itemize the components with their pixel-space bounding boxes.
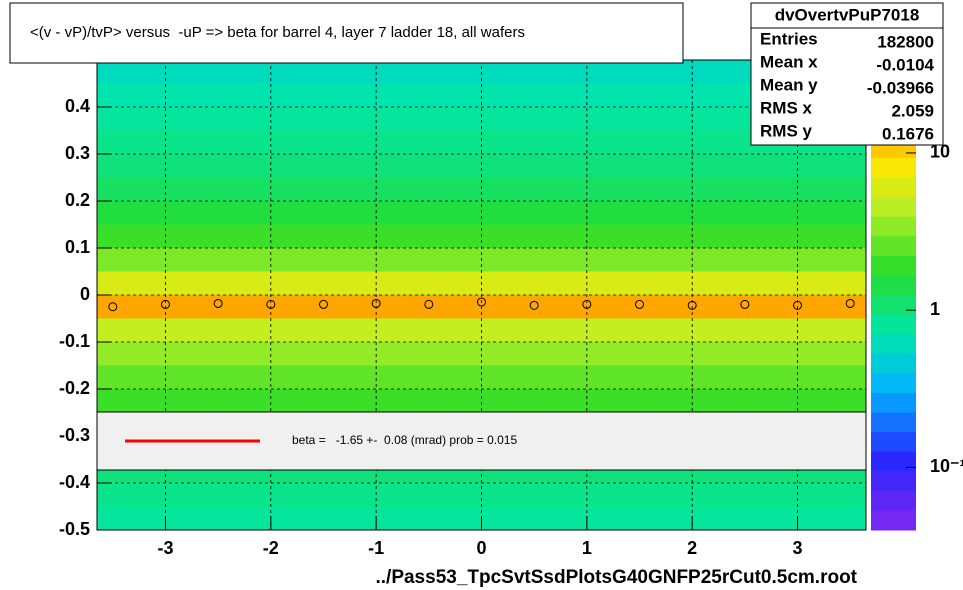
y-tick-label: -0.2: [59, 378, 90, 398]
x-tick-label: -2: [263, 538, 279, 558]
profile-point: [529, 300, 539, 310]
color-swatch: [871, 432, 916, 453]
stats-value: 182800: [877, 32, 934, 51]
y-tick-label: -0.4: [59, 472, 90, 492]
color-swatch: [871, 177, 916, 198]
heat-band: [97, 389, 866, 413]
heat-band: [97, 177, 866, 201]
profile-point: [371, 298, 381, 308]
color-swatch: [871, 255, 916, 276]
profile-point: [266, 299, 276, 309]
y-tick-label: -0.1: [59, 331, 90, 351]
stats-label: RMS x: [760, 98, 813, 117]
profile-point: [687, 300, 697, 310]
y-tick-label: 0.3: [65, 143, 90, 163]
color-swatch: [871, 216, 916, 237]
heat-band: [97, 154, 866, 178]
profile-point: [477, 297, 486, 307]
stats-box: [750, 2, 944, 146]
profile-point: [740, 299, 750, 309]
fit-text: beta = -1.65 +- 0.08 (mrad) prob = 0.015: [292, 433, 517, 447]
stats-name: dvOvertvPuP7018: [775, 5, 920, 24]
stats-label: Mean y: [760, 75, 818, 94]
x-tick-label: 0: [476, 538, 486, 558]
y-tick-label: -0.3: [59, 425, 90, 445]
profile-point: [793, 300, 803, 310]
profile-point: [108, 302, 118, 312]
z-tick-label: 1: [930, 299, 940, 319]
color-swatch: [871, 236, 916, 257]
profile-point: [424, 299, 434, 309]
stats-value: -0.0104: [876, 55, 934, 74]
x-tick-label: 1: [582, 538, 592, 558]
color-swatch: [871, 490, 916, 511]
stats-value: 2.059: [891, 101, 934, 120]
x-tick-label: -1: [368, 538, 384, 558]
color-swatch: [871, 412, 916, 433]
stats-value: -0.03966: [867, 78, 934, 97]
profile-point: [160, 299, 170, 309]
color-swatch: [871, 510, 916, 531]
heat-band: [97, 342, 866, 366]
z-tick-label: 10⁻¹: [930, 456, 963, 476]
color-swatch: [871, 471, 916, 492]
y-tick-label: 0.4: [65, 96, 90, 116]
stats-label: RMS y: [760, 121, 813, 140]
stats-label: Mean x: [760, 52, 818, 71]
profile-point: [318, 299, 328, 309]
profile-point: [582, 299, 592, 309]
z-tick-label: 10: [930, 142, 950, 162]
x-tick-label: -3: [157, 538, 173, 558]
color-swatch: [871, 373, 916, 394]
title-box: [9, 2, 684, 64]
y-tick-label: 0: [80, 284, 90, 304]
color-swatch: [871, 295, 916, 316]
color-swatch: [871, 275, 916, 296]
color-swatch: [871, 392, 916, 413]
x-axis-label: ../Pass53_TpcSvtSsdPlotsG40GNFP25rCut0.5…: [375, 567, 857, 588]
profile-point: [845, 298, 855, 308]
heat-band: [97, 130, 866, 154]
color-swatch: [871, 197, 916, 218]
y-tick-label: 0.2: [65, 190, 90, 210]
heat-band: [97, 60, 866, 84]
color-swatch: [871, 334, 916, 355]
x-tick-label: 3: [793, 538, 803, 558]
stats-label: Entries: [760, 29, 818, 48]
stats-value: 0.1676: [882, 124, 934, 143]
color-swatch: [871, 157, 916, 178]
y-tick-label: 0.1: [65, 237, 90, 257]
profile-point: [213, 298, 223, 308]
profile-point: [635, 299, 645, 309]
color-swatch: [871, 451, 916, 472]
heat-band: [97, 107, 866, 131]
y-tick-label: -0.5: [59, 519, 90, 539]
color-swatch: [871, 353, 916, 374]
chart-title: <(v - vP)/tvP> versus -uP => beta for ba…: [30, 24, 525, 41]
heat-band: [97, 365, 866, 389]
heat-band: [97, 83, 866, 107]
x-tick-label: 2: [687, 538, 697, 558]
color-swatch: [871, 314, 916, 335]
